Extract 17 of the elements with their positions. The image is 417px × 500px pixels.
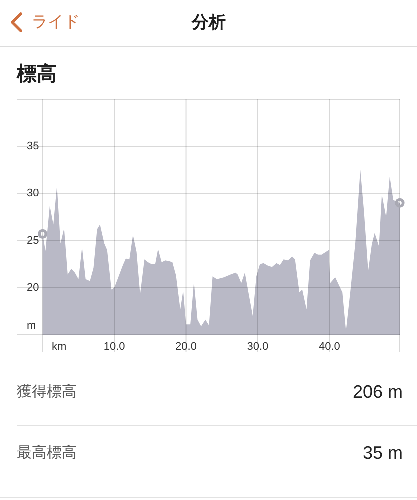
text: 獲得標高 [17, 384, 77, 400]
text: 分析 [191, 13, 226, 32]
text: 35 m [362, 443, 403, 463]
chart-title: 標高 [16, 62, 57, 86]
x-tick-label: 30.0 [247, 341, 269, 353]
x-tick-label: 20.0 [176, 341, 197, 353]
y-tick-label: 30 [27, 188, 40, 200]
text: 206 m [352, 382, 403, 402]
y-tick-label: 25 [27, 234, 40, 247]
y-tick-label: 20 [27, 282, 40, 294]
x-axis-title: km [52, 341, 67, 353]
text: ライド [32, 14, 80, 31]
y-tick-label: 35 [27, 140, 40, 153]
x-tick-label: 10.0 [104, 341, 126, 353]
text: 最高標高 [17, 444, 77, 462]
x-tick-label: 40.0 [319, 341, 340, 353]
y-axis-title: m [27, 320, 36, 332]
